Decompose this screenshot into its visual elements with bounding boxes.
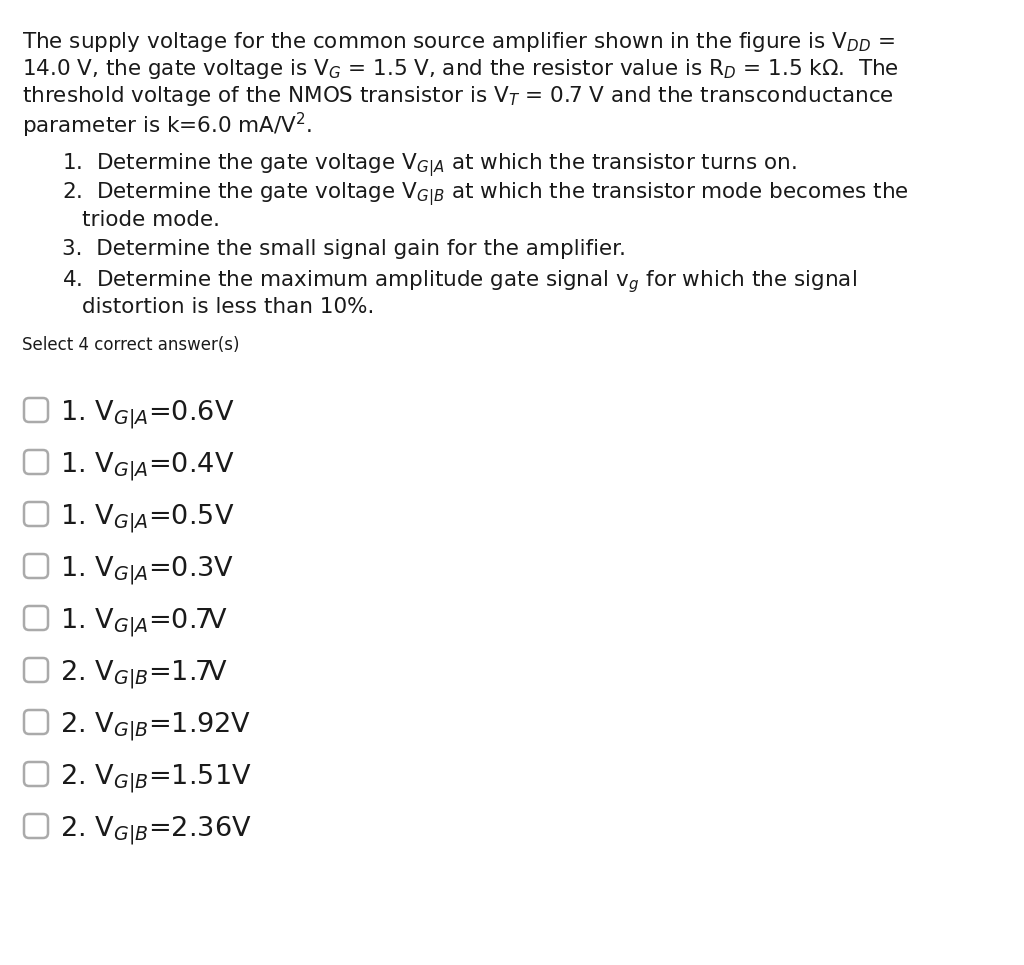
Text: threshold voltage of the NMOS transistor is V$_T$ = 0.7 V and the transconductan: threshold voltage of the NMOS transistor… <box>22 84 894 108</box>
FancyBboxPatch shape <box>24 502 48 526</box>
Text: distortion is less than 10%.: distortion is less than 10%. <box>82 297 375 317</box>
FancyBboxPatch shape <box>24 658 48 682</box>
FancyBboxPatch shape <box>24 710 48 734</box>
Text: Select 4 correct answer(s): Select 4 correct answer(s) <box>22 336 240 354</box>
Text: 1. V$_{G|A}$=0.6V: 1. V$_{G|A}$=0.6V <box>60 398 234 430</box>
Text: 4.  Determine the maximum amplitude gate signal v$_g$ for which the signal: 4. Determine the maximum amplitude gate … <box>62 268 857 294</box>
Text: 2.  Determine the gate voltage V$_{G|B}$ at which the transistor mode becomes th: 2. Determine the gate voltage V$_{G|B}$ … <box>62 181 908 208</box>
FancyBboxPatch shape <box>24 554 48 578</box>
Text: 1. V$_{G|A}$=0.3V: 1. V$_{G|A}$=0.3V <box>60 554 233 587</box>
Text: 1. V$_{G|A}$=0.5V: 1. V$_{G|A}$=0.5V <box>60 502 234 535</box>
FancyBboxPatch shape <box>24 606 48 630</box>
FancyBboxPatch shape <box>24 762 48 786</box>
Text: parameter is k=6.0 mA/V$^2$.: parameter is k=6.0 mA/V$^2$. <box>22 111 312 140</box>
Text: 2. V$_{G|B}$=1.7V: 2. V$_{G|B}$=1.7V <box>60 658 227 691</box>
Text: 2. V$_{G|B}$=1.92V: 2. V$_{G|B}$=1.92V <box>60 710 251 743</box>
Text: 14.0 V, the gate voltage is V$_G$ = 1.5 V, and the resistor value is R$_D$ = 1.5: 14.0 V, the gate voltage is V$_G$ = 1.5 … <box>22 57 899 81</box>
Text: 3.  Determine the small signal gain for the amplifier.: 3. Determine the small signal gain for t… <box>62 239 626 259</box>
Text: 1.  Determine the gate voltage V$_{G|A}$ at which the transistor turns on.: 1. Determine the gate voltage V$_{G|A}$ … <box>62 152 797 179</box>
Text: 2. V$_{G|B}$=1.51V: 2. V$_{G|B}$=1.51V <box>60 762 252 794</box>
Text: 1. V$_{G|A}$=0.4V: 1. V$_{G|A}$=0.4V <box>60 450 234 482</box>
Text: 1. V$_{G|A}$=0.7V: 1. V$_{G|A}$=0.7V <box>60 606 227 639</box>
Text: 2. V$_{G|B}$=2.36V: 2. V$_{G|B}$=2.36V <box>60 814 252 846</box>
Text: triode mode.: triode mode. <box>82 210 220 230</box>
FancyBboxPatch shape <box>24 450 48 474</box>
FancyBboxPatch shape <box>24 814 48 838</box>
Text: The supply voltage for the common source amplifier shown in the figure is V$_{DD: The supply voltage for the common source… <box>22 30 895 54</box>
FancyBboxPatch shape <box>24 398 48 422</box>
